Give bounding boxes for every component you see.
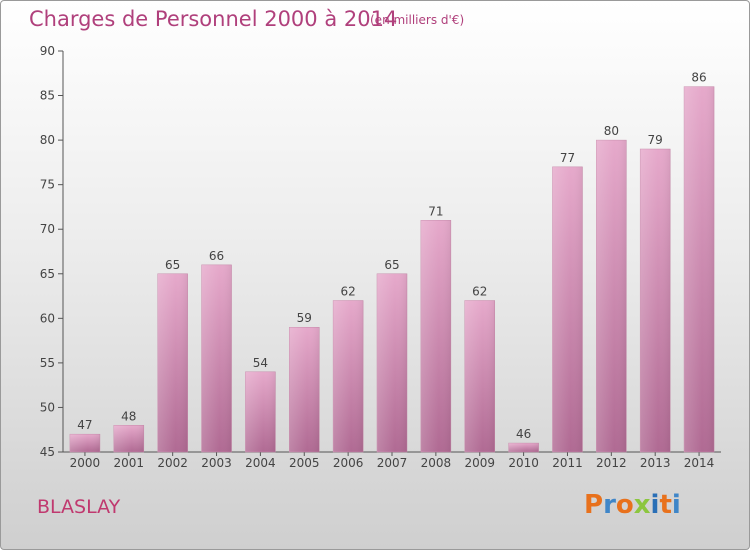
x-tick-label: 2014 xyxy=(684,456,715,470)
bar-shade-2004 xyxy=(245,371,276,452)
bar-shade-2014 xyxy=(684,86,715,453)
x-tick-label: 2012 xyxy=(596,456,627,470)
x-tick-label: 2009 xyxy=(464,456,495,470)
value-label: 47 xyxy=(77,418,92,432)
x-tick-label: 2001 xyxy=(114,456,145,470)
value-label: 46 xyxy=(516,427,531,441)
bar-shade-2002 xyxy=(157,273,188,452)
logo-letter: x xyxy=(633,490,651,520)
logo-letter: i xyxy=(671,490,681,520)
logo-letter: i xyxy=(650,490,660,520)
value-label: 59 xyxy=(297,311,312,325)
x-tick-label: 2010 xyxy=(508,456,539,470)
x-tick-label: 2000 xyxy=(70,456,101,470)
logo-letter: t xyxy=(659,490,672,520)
bar-shade-2000 xyxy=(69,434,100,452)
y-tick-label: 85 xyxy=(40,89,55,103)
bar-shade-2013 xyxy=(640,149,671,452)
logo-letter: o xyxy=(615,490,634,520)
value-label: 65 xyxy=(165,258,180,272)
value-label: 77 xyxy=(560,151,575,165)
y-tick-label: 80 xyxy=(40,133,55,147)
y-tick-label: 75 xyxy=(40,178,55,192)
y-tick-label: 45 xyxy=(40,445,55,459)
bar-shade-2001 xyxy=(113,425,144,452)
value-label: 62 xyxy=(472,285,487,299)
bar-shade-2010 xyxy=(508,443,539,452)
x-tick-label: 2007 xyxy=(377,456,408,470)
x-tick-label: 2002 xyxy=(157,456,188,470)
value-label: 65 xyxy=(384,258,399,272)
x-tick-label: 2011 xyxy=(552,456,583,470)
value-label: 79 xyxy=(648,133,663,147)
logo-letter: r xyxy=(603,490,616,520)
x-tick-label: 2003 xyxy=(201,456,232,470)
x-tick-label: 2005 xyxy=(289,456,320,470)
value-label: 54 xyxy=(253,356,268,370)
bar-shade-2007 xyxy=(377,273,407,452)
y-tick-label: 70 xyxy=(40,222,55,236)
bar-shade-2008 xyxy=(420,220,451,452)
x-tick-label: 2004 xyxy=(245,456,276,470)
bar-shade-2009 xyxy=(464,300,495,452)
y-tick-label: 60 xyxy=(40,311,55,325)
logo-letter: P xyxy=(584,490,604,520)
chart-title: Charges de Personnel 2000 à 2014 xyxy=(29,7,398,31)
x-tick-label: 2013 xyxy=(640,456,671,470)
place-name: BLASLAY xyxy=(37,496,121,518)
bar-shade-2005 xyxy=(289,327,320,452)
x-tick-label: 2006 xyxy=(333,456,364,470)
y-tick-label: 65 xyxy=(40,267,55,281)
value-label: 66 xyxy=(209,249,224,263)
bar-shade-2006 xyxy=(333,300,364,452)
y-tick-label: 55 xyxy=(40,356,55,370)
bar-shade-2003 xyxy=(201,264,232,452)
value-label: 62 xyxy=(340,285,355,299)
y-tick-label: 50 xyxy=(40,400,55,414)
bar-shade-2012 xyxy=(596,140,627,452)
value-label: 48 xyxy=(121,409,136,423)
bar-shade-2011 xyxy=(552,166,583,452)
x-tick-label: 2008 xyxy=(421,456,452,470)
chart-subtitle: (en milliers d'€) xyxy=(370,13,465,27)
proxiti-logo: Proxiti xyxy=(584,490,681,520)
value-label: 86 xyxy=(691,71,706,85)
y-tick-label: 90 xyxy=(40,44,55,58)
value-label: 80 xyxy=(604,124,619,138)
value-label: 71 xyxy=(428,204,443,218)
